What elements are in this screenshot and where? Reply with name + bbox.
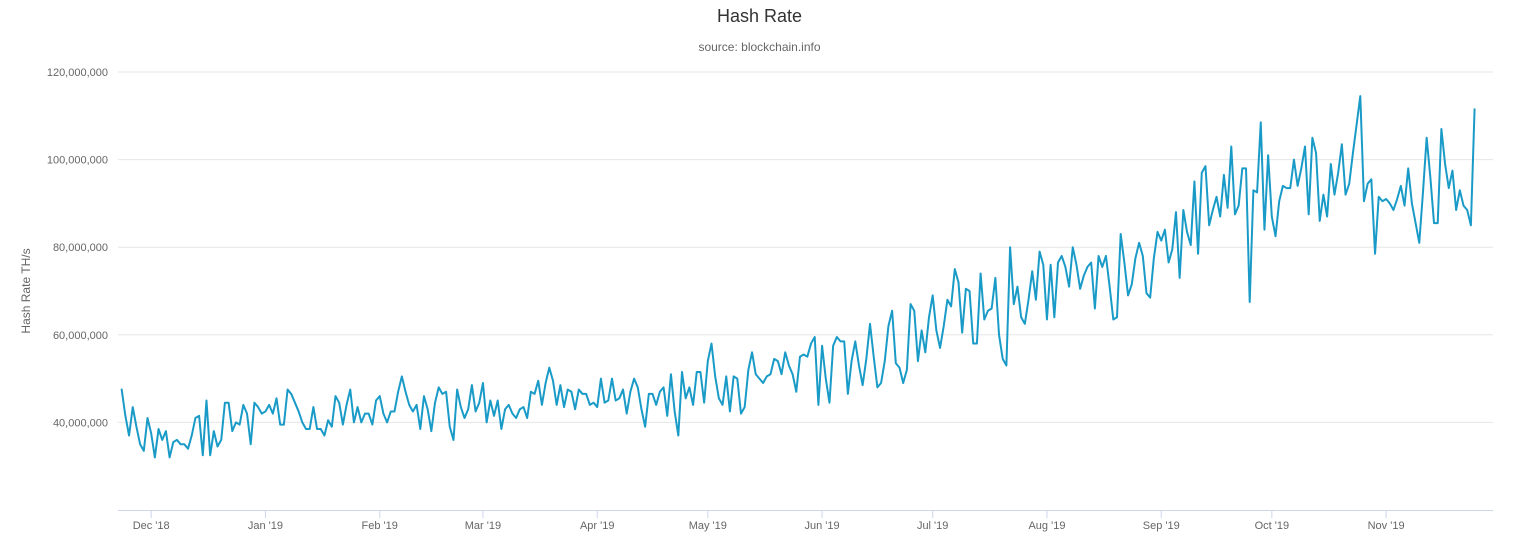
x-tick-label: Jan '19 <box>248 520 283 532</box>
chart-subtitle: source: blockchain.info <box>698 40 821 54</box>
x-tick-label: Jul '19 <box>917 520 948 532</box>
y-tick-label: 100,000,000 <box>47 155 108 167</box>
series-line-hash-rate <box>120 95 1476 459</box>
x-tick-label: Aug '19 <box>1028 520 1065 532</box>
x-tick-label: Oct '19 <box>1255 520 1290 532</box>
y-tick-label: 60,000,000 <box>53 330 108 342</box>
y-tick-label: 80,000,000 <box>53 242 108 254</box>
y-tick-label: 120,000,000 <box>47 67 108 79</box>
x-tick-label: Sep '19 <box>1143 520 1180 532</box>
y-tick-label: 40,000,000 <box>53 417 108 429</box>
chart-title: Hash Rate <box>716 6 803 26</box>
y-axis-title: Hash Rate TH/s <box>19 248 33 333</box>
x-tick-label: Mar '19 <box>465 520 501 532</box>
x-tick-label: Nov '19 <box>1368 520 1405 532</box>
x-tick-label: Feb '19 <box>362 520 398 532</box>
x-tick-label: Jun '19 <box>805 520 840 532</box>
x-tick-label: May '19 <box>689 520 727 532</box>
x-tick-label: Apr '19 <box>580 520 615 532</box>
x-tick-label: Dec '18 <box>133 520 170 532</box>
